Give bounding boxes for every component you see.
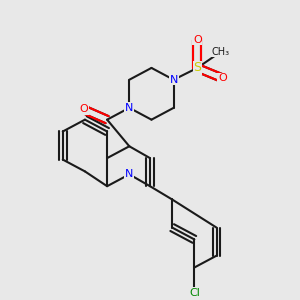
Text: S: S: [193, 61, 201, 74]
Text: Cl: Cl: [189, 288, 200, 298]
Text: CH₃: CH₃: [212, 47, 230, 57]
Text: O: O: [193, 35, 202, 45]
Text: N: N: [125, 169, 134, 179]
Text: N: N: [125, 103, 134, 113]
Text: N: N: [169, 75, 178, 85]
Text: O: O: [218, 73, 227, 83]
Text: O: O: [79, 104, 88, 114]
